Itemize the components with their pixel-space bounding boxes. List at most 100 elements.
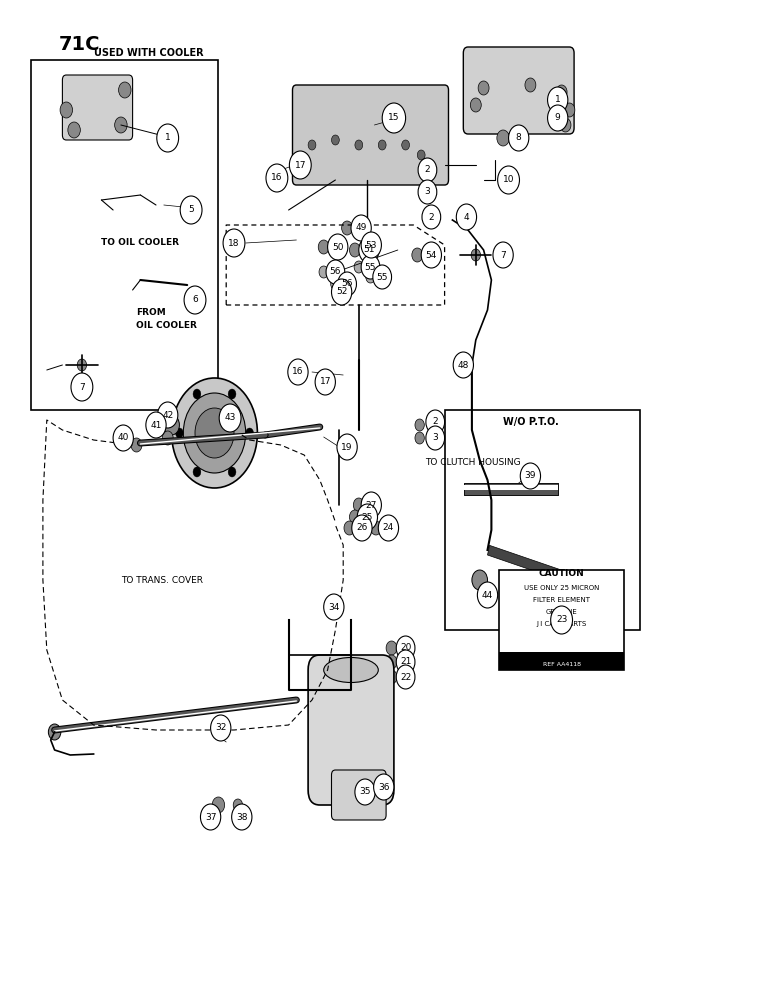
Text: 16: 16 (271, 174, 282, 182)
Circle shape (396, 665, 415, 689)
Circle shape (344, 521, 355, 535)
Text: 17: 17 (295, 160, 306, 169)
Text: 48: 48 (458, 360, 469, 369)
Text: 42: 42 (162, 410, 173, 420)
Circle shape (331, 278, 340, 290)
Text: W/O P.T.O.: W/O P.T.O. (502, 417, 558, 427)
Text: 34: 34 (328, 602, 339, 611)
Circle shape (426, 410, 445, 434)
Circle shape (497, 130, 509, 146)
Text: 7: 7 (79, 382, 85, 391)
Circle shape (60, 102, 73, 118)
Circle shape (415, 419, 424, 431)
Text: 10: 10 (503, 176, 514, 184)
Text: 18: 18 (229, 238, 239, 247)
Circle shape (418, 158, 437, 182)
Circle shape (352, 515, 372, 541)
Circle shape (520, 463, 541, 489)
Text: 56: 56 (342, 279, 353, 288)
Circle shape (456, 204, 477, 230)
Circle shape (71, 373, 93, 401)
Circle shape (493, 242, 513, 268)
Circle shape (548, 87, 568, 113)
Circle shape (426, 426, 445, 450)
Circle shape (560, 118, 571, 132)
Text: 35: 35 (360, 788, 370, 796)
Circle shape (470, 98, 481, 112)
Text: 7: 7 (500, 250, 506, 259)
Text: 3: 3 (424, 188, 431, 196)
Circle shape (564, 103, 575, 117)
Circle shape (417, 150, 425, 160)
Text: 3: 3 (432, 434, 438, 442)
Circle shape (453, 352, 473, 378)
Text: 16: 16 (292, 367, 303, 376)
Bar (499, 570, 624, 670)
Circle shape (498, 166, 519, 194)
Text: 32: 32 (215, 724, 226, 732)
Circle shape (548, 105, 568, 131)
Circle shape (361, 232, 381, 258)
Bar (445, 410, 640, 630)
Text: 71C: 71C (58, 35, 100, 54)
Circle shape (232, 804, 252, 830)
Circle shape (386, 641, 397, 655)
Text: 1: 1 (165, 133, 171, 142)
Text: TO TRANS. COVER: TO TRANS. COVER (121, 576, 203, 585)
Circle shape (332, 279, 352, 305)
Circle shape (361, 255, 380, 279)
Text: 44: 44 (482, 590, 493, 599)
Text: 49: 49 (356, 224, 367, 232)
Circle shape (509, 125, 529, 151)
Circle shape (223, 229, 245, 257)
Circle shape (386, 670, 397, 684)
Text: CAUTION: CAUTION (539, 569, 584, 578)
Circle shape (315, 369, 335, 395)
Circle shape (421, 242, 441, 268)
Circle shape (378, 515, 399, 541)
FancyBboxPatch shape (463, 47, 574, 134)
Circle shape (289, 151, 311, 179)
Circle shape (525, 78, 536, 92)
Text: 2: 2 (432, 418, 438, 426)
Circle shape (402, 140, 410, 150)
Text: 26: 26 (356, 524, 367, 532)
Circle shape (195, 408, 234, 458)
Text: 2: 2 (428, 213, 434, 222)
Text: 39: 39 (525, 472, 536, 481)
Circle shape (396, 636, 415, 660)
Text: TO OIL COOLER: TO OIL COOLER (101, 238, 179, 247)
Text: 37: 37 (205, 812, 216, 822)
Text: 40: 40 (118, 434, 129, 442)
Circle shape (115, 117, 127, 133)
Text: 51: 51 (363, 245, 374, 254)
Text: 9: 9 (555, 113, 561, 122)
Circle shape (374, 774, 394, 800)
Bar (31, 60, 218, 410)
Circle shape (229, 389, 236, 399)
Circle shape (361, 492, 381, 518)
Circle shape (193, 467, 201, 477)
Circle shape (246, 428, 254, 438)
Bar (499, 652, 624, 670)
Circle shape (355, 140, 363, 150)
Text: 27: 27 (366, 500, 377, 510)
Circle shape (386, 655, 397, 669)
Bar (488, 545, 565, 581)
Circle shape (193, 389, 201, 399)
Text: 52: 52 (336, 288, 347, 296)
FancyBboxPatch shape (308, 655, 394, 805)
Circle shape (68, 122, 80, 138)
Text: 56: 56 (330, 267, 341, 276)
Circle shape (349, 243, 360, 257)
Text: 22: 22 (400, 672, 411, 682)
Text: 55: 55 (365, 262, 376, 271)
Circle shape (172, 378, 257, 488)
Circle shape (326, 260, 345, 284)
Text: 20: 20 (400, 644, 411, 652)
Circle shape (184, 286, 206, 314)
Text: USED WITH COOLER: USED WITH COOLER (94, 48, 204, 58)
Circle shape (471, 249, 480, 261)
Circle shape (422, 205, 441, 229)
Circle shape (396, 650, 415, 674)
